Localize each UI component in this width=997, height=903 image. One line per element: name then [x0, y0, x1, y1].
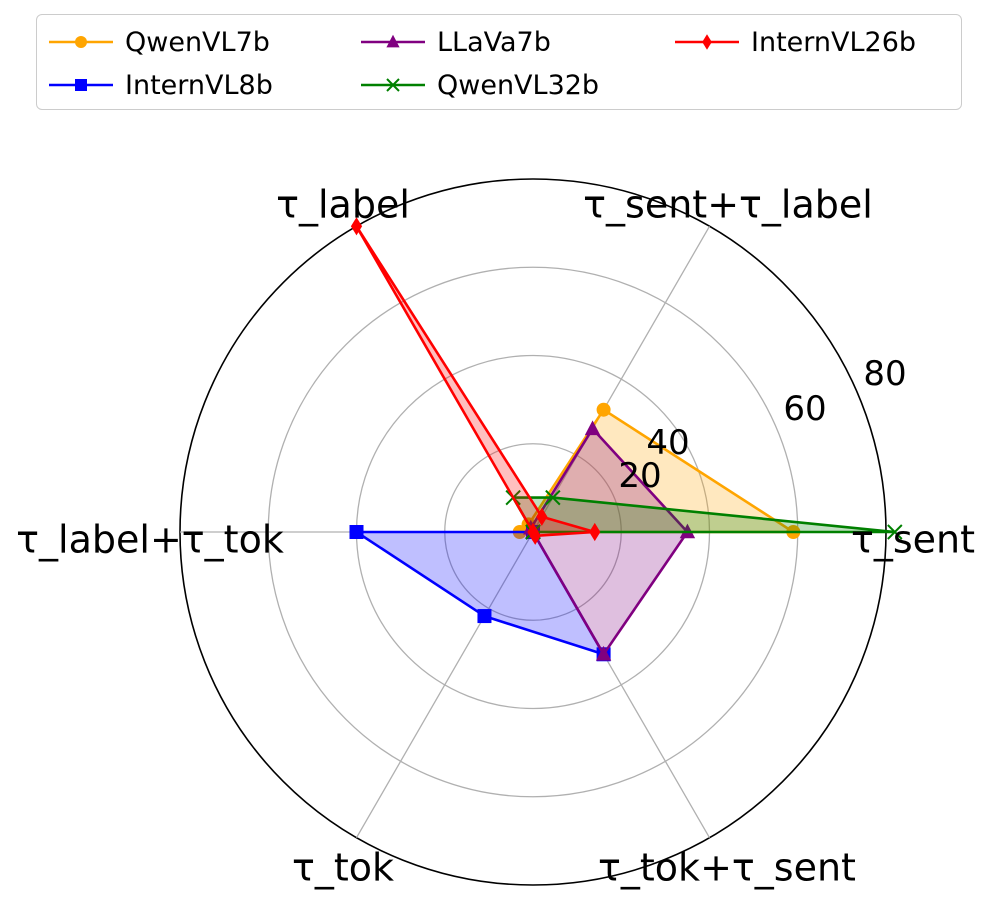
legend-symbol	[75, 79, 87, 91]
legend-marker	[49, 79, 113, 91]
legend-item-qwenvl7b: QwenVL7b	[47, 26, 270, 58]
legend-item-qwenvl32b: QwenVL32b	[359, 69, 600, 101]
legend-item-internvl26b: InternVL26b	[673, 26, 917, 58]
legend-symbol	[386, 34, 400, 48]
data-point	[350, 217, 363, 236]
legend-label: InternVL8b	[125, 69, 273, 101]
legend-marker	[49, 36, 113, 48]
data-point	[545, 489, 561, 506]
series-area	[530, 428, 688, 655]
legend-symbol	[75, 36, 87, 48]
data-point	[536, 507, 548, 526]
radial-tick-label: 80	[863, 354, 906, 394]
legend-label: QwenVL32b	[437, 69, 600, 101]
series-line	[355, 225, 597, 538]
grid-spoke	[355, 531, 534, 839]
category-label-sent-label: τ_sent+τ_label	[583, 183, 873, 227]
series-area	[356, 532, 604, 655]
data-point	[529, 526, 541, 545]
legend-label: QwenVL7b	[125, 26, 270, 58]
category-label-label-tok: τ_label+τ_tok	[16, 518, 284, 562]
legend-label: LLaVa7b	[437, 26, 551, 58]
legend-marker	[361, 78, 425, 92]
radial-tick-label: 20	[618, 456, 661, 496]
category-label-tok-sent: τ_tok+τ_sent	[598, 846, 856, 890]
legend-symbol	[386, 78, 400, 92]
data-point	[887, 524, 903, 540]
legend-item-internvl8b: InternVL8b	[47, 69, 273, 101]
grid-spoke	[532, 225, 711, 533]
legend: QwenVL7b InternVL8b LLaVa7b QwenVL32b In…	[36, 14, 962, 110]
data-point	[596, 402, 611, 417]
data-point	[584, 420, 601, 436]
data-point	[595, 645, 612, 661]
data-point	[349, 525, 364, 539]
legend-label: InternVL26b	[751, 26, 917, 58]
category-label-label: τ_label	[276, 183, 410, 227]
legend-item-llava7b: LLaVa7b	[359, 26, 551, 58]
series-layer	[349, 217, 903, 662]
legend-marker	[361, 34, 425, 48]
data-point	[589, 522, 601, 542]
radial-tick-label: 40	[646, 423, 689, 463]
category-label-tok: τ_tok	[292, 846, 394, 890]
legend-marker	[675, 34, 739, 50]
data-point	[477, 609, 492, 624]
radial-tick-label: 60	[783, 389, 826, 429]
series-internvl26b	[350, 217, 601, 545]
category-label-sent: τ_sent	[851, 518, 975, 562]
legend-symbol	[702, 34, 712, 50]
